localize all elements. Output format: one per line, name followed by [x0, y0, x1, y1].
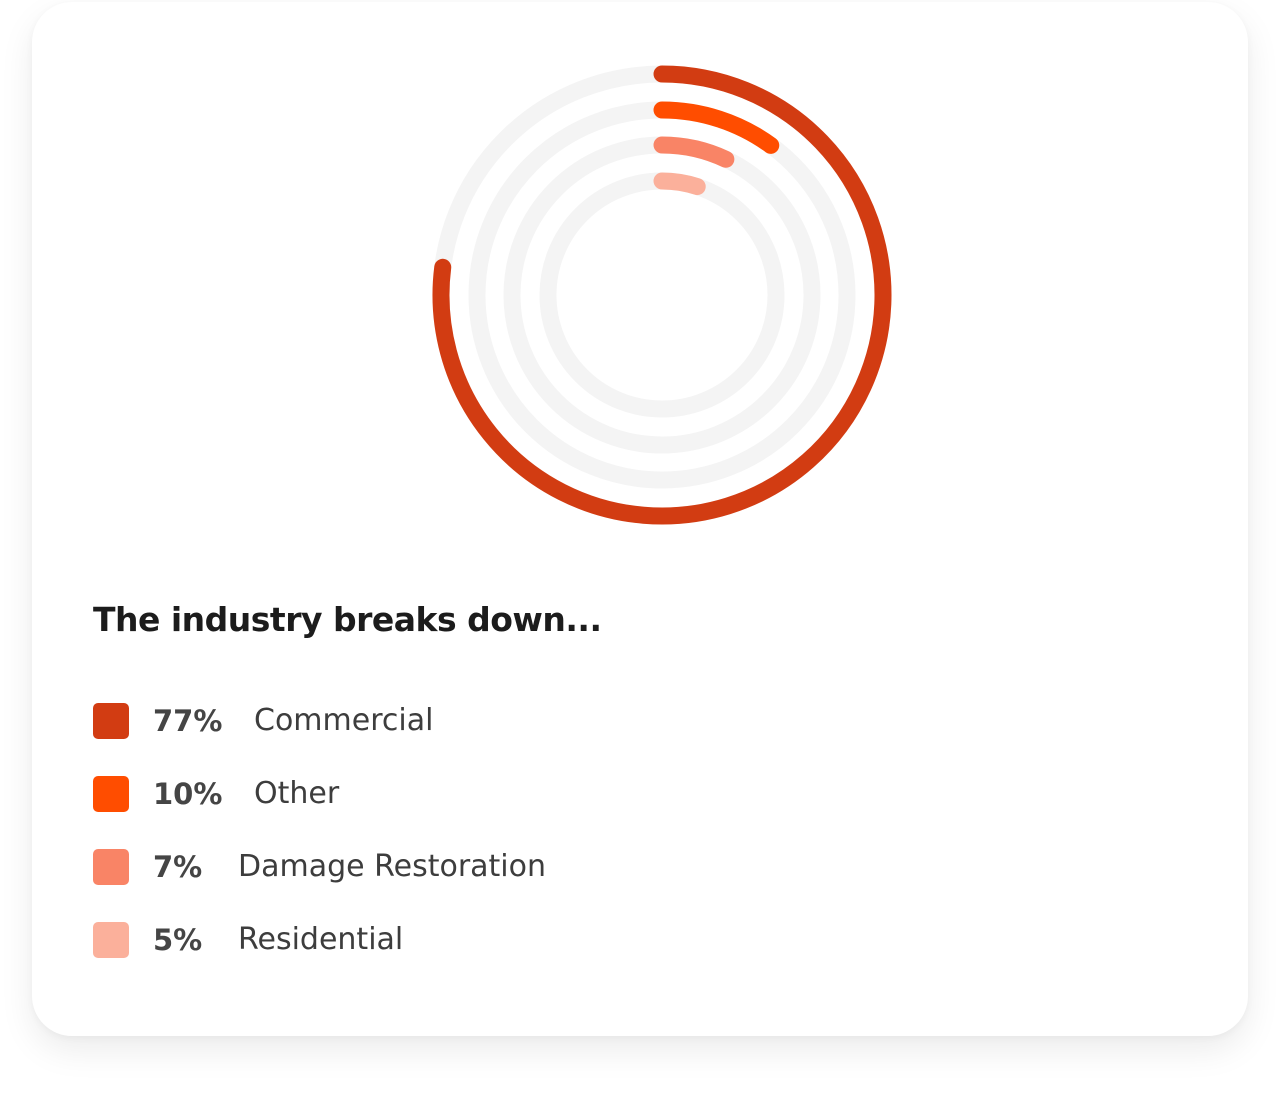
legend-category: Residential — [238, 922, 404, 957]
legend-percentage: 77% — [153, 704, 223, 738]
legend-percentage: 7% — [153, 850, 203, 884]
legend-category: Other — [254, 776, 340, 811]
legend-category: Damage Restoration — [238, 849, 547, 884]
legend-percentage: 10% — [153, 777, 223, 811]
radial-bar-other — [653, 101, 780, 154]
legend-swatch — [93, 776, 129, 812]
legend-swatch — [93, 849, 129, 885]
chart-heading: The industry breaks down... — [93, 600, 602, 639]
radial-track-residential — [539, 172, 785, 418]
legend-swatch — [93, 703, 129, 739]
radial-bar-damage-restoration — [653, 136, 735, 168]
radial-track-damage-restoration — [503, 136, 821, 454]
legend-category: Commercial — [254, 703, 434, 738]
chart-card: The industry breaks down... 77% Commerci… — [32, 2, 1248, 1036]
radial-bar-chart — [412, 38, 912, 538]
radial-bar-svg — [432, 65, 892, 525]
radial-bar-commercial — [432, 65, 892, 525]
legend-swatch — [93, 922, 129, 958]
radial-bar-residential — [653, 172, 706, 196]
legend-percentage: 5% — [153, 923, 203, 957]
radial-track-other — [468, 101, 856, 489]
